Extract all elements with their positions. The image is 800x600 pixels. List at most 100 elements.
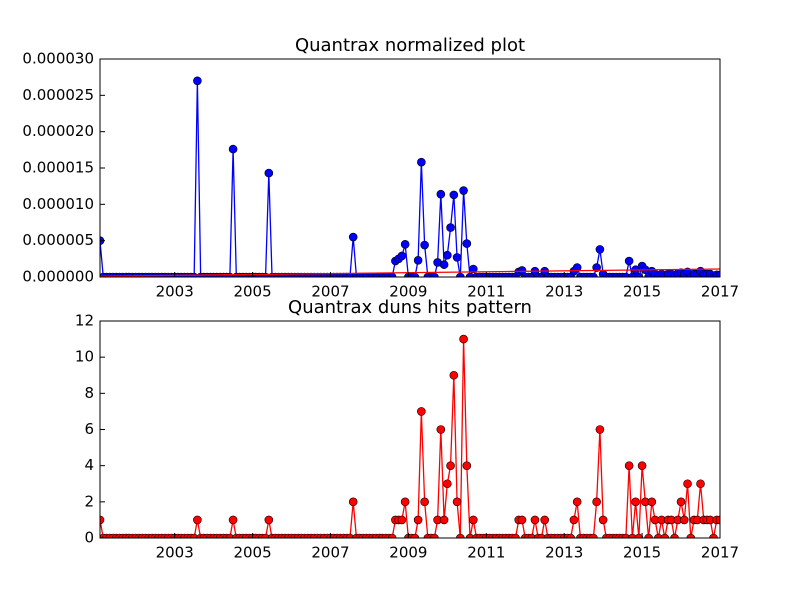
point xyxy=(686,533,696,538)
point xyxy=(100,515,105,525)
plot-area xyxy=(100,334,720,538)
point xyxy=(417,157,426,167)
y-tick-label: 0.000025 xyxy=(22,86,94,104)
y-tick-label: 12 xyxy=(75,312,94,330)
point xyxy=(621,533,631,538)
point xyxy=(459,186,468,195)
point xyxy=(637,461,647,470)
x-tick-label: 2003 xyxy=(156,283,194,301)
point xyxy=(670,533,679,538)
series-line xyxy=(100,268,720,277)
point xyxy=(452,253,462,262)
x-tick-label: 2009 xyxy=(389,544,427,562)
point xyxy=(430,533,439,538)
point xyxy=(417,407,426,416)
point xyxy=(439,515,449,525)
point xyxy=(436,425,446,434)
point xyxy=(715,270,720,277)
point xyxy=(566,533,575,538)
y-tick-label: 0.000020 xyxy=(22,122,94,140)
point xyxy=(397,515,407,525)
point xyxy=(589,533,598,538)
point xyxy=(225,533,235,538)
point xyxy=(589,272,598,277)
y-tick-label: 4 xyxy=(84,456,94,474)
y-tick-label: 6 xyxy=(84,420,94,438)
y-tick-label: 2 xyxy=(84,492,94,510)
point xyxy=(420,497,429,507)
chart-title: Quantrax normalized plot xyxy=(295,35,525,56)
point xyxy=(676,497,686,507)
point xyxy=(449,190,459,200)
y-tick-label: 0.000005 xyxy=(22,231,94,249)
point xyxy=(228,144,238,154)
x-tick-label: 2015 xyxy=(623,544,661,562)
point xyxy=(679,515,689,525)
point xyxy=(621,272,631,277)
y-tick-label: 10 xyxy=(75,348,94,366)
point xyxy=(400,497,410,507)
point xyxy=(654,533,663,538)
point xyxy=(595,425,605,434)
point xyxy=(709,533,718,538)
point xyxy=(598,515,608,525)
point xyxy=(624,256,634,266)
x-tick-label: 2007 xyxy=(311,544,349,562)
point xyxy=(595,245,605,254)
x-tick-label: 2013 xyxy=(545,283,583,301)
point xyxy=(628,533,637,538)
x-tick-label: 2011 xyxy=(467,544,505,562)
x-tick-label: 2005 xyxy=(233,283,271,301)
x-tick-label: 2017 xyxy=(701,544,739,562)
point xyxy=(348,497,358,507)
point xyxy=(715,515,720,525)
point xyxy=(465,533,475,538)
point xyxy=(572,497,582,507)
point xyxy=(634,533,644,538)
point xyxy=(644,533,653,538)
point xyxy=(592,263,601,272)
x-tick-label: 2017 xyxy=(701,283,739,301)
x-tick-label: 2013 xyxy=(545,544,583,562)
x-tick-label: 2015 xyxy=(623,283,661,301)
point xyxy=(592,497,601,507)
point xyxy=(696,479,705,489)
point xyxy=(410,533,420,538)
series-line xyxy=(100,339,720,538)
point xyxy=(193,76,202,86)
y-tick-label: 0.000030 xyxy=(22,50,94,68)
point xyxy=(456,533,465,538)
point xyxy=(387,533,397,538)
point xyxy=(261,533,270,538)
point xyxy=(420,240,429,250)
point xyxy=(439,260,449,269)
point xyxy=(537,533,546,538)
chart-title: Quantrax duns hits pattern xyxy=(288,297,532,318)
point xyxy=(397,251,407,261)
point xyxy=(345,533,355,538)
point xyxy=(628,272,637,277)
x-tick-label: 2007 xyxy=(311,283,349,301)
x-tick-label: 2009 xyxy=(389,283,427,301)
point xyxy=(631,497,640,507)
x-tick-label: 2005 xyxy=(233,544,271,562)
point xyxy=(572,263,582,272)
point xyxy=(443,250,452,260)
point xyxy=(189,533,199,538)
point xyxy=(446,223,455,232)
point xyxy=(413,255,423,265)
point xyxy=(569,515,579,525)
point xyxy=(456,272,465,277)
y-tick-label: 0.000000 xyxy=(22,268,94,286)
point xyxy=(660,533,670,538)
x-tick-label: 2011 xyxy=(467,283,505,301)
point xyxy=(436,189,446,199)
point xyxy=(683,479,692,489)
point xyxy=(530,515,540,525)
y-tick-label: 8 xyxy=(84,384,94,402)
point xyxy=(264,515,274,525)
point xyxy=(446,461,455,470)
point xyxy=(624,461,634,470)
